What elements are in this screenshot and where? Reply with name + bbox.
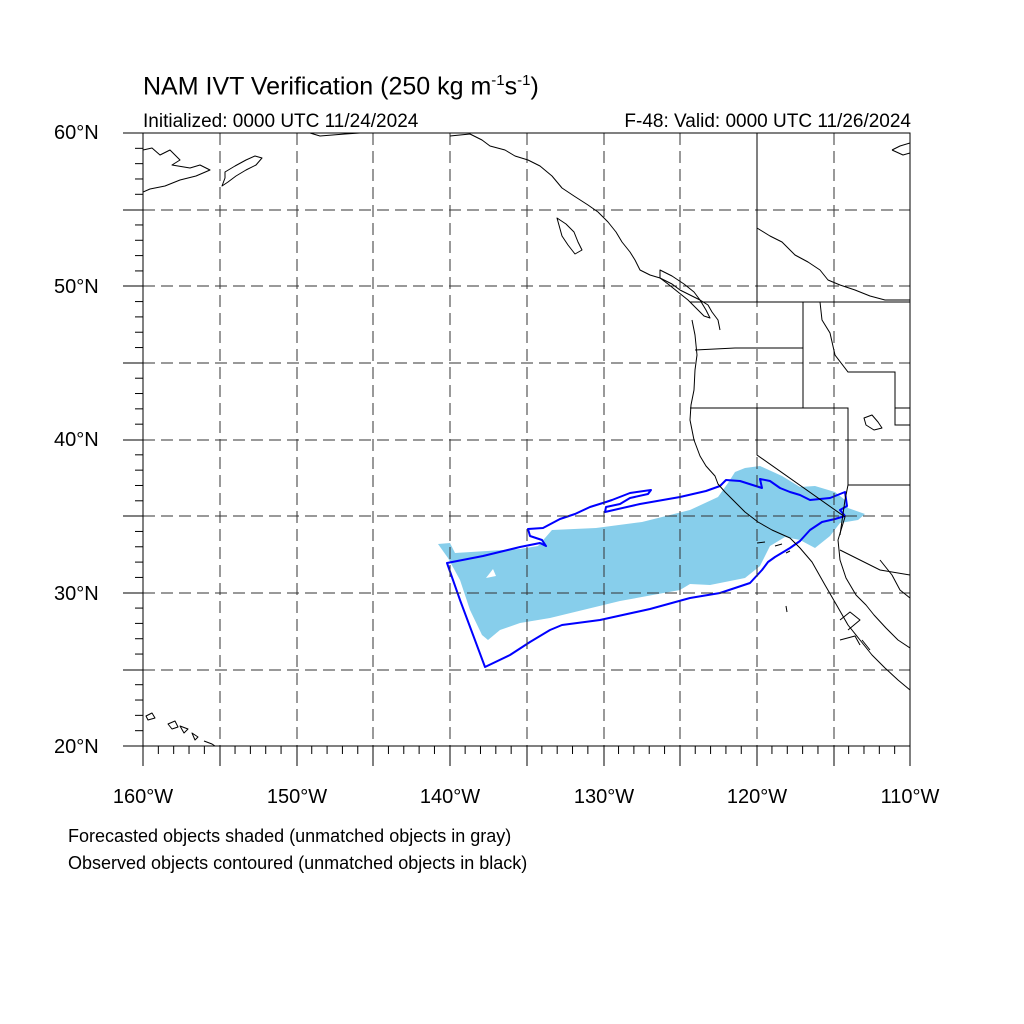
lon-label-140w: 140°W <box>419 786 481 808</box>
map-title: NAM IVT Verification (250 kg m-1s-1) <box>143 72 539 101</box>
channel-islands <box>756 541 791 554</box>
baja-detail <box>839 611 871 651</box>
lat-label-50: 50°N <box>54 276 99 298</box>
lon-label-120w: 120°W <box>726 786 788 808</box>
graticule <box>143 133 910 746</box>
hawaii-islands <box>145 712 216 746</box>
alaska-coast <box>143 147 211 193</box>
kodiak-island <box>221 155 263 187</box>
vancouver-island <box>659 269 711 319</box>
forecast-gap <box>486 569 496 578</box>
lon-label-160w: 160°W <box>112 786 174 808</box>
great-salt-lake <box>863 414 883 431</box>
note-observed: Observed objects contoured (unmatched ob… <box>68 853 528 873</box>
lat-label-20: 20°N <box>54 736 99 758</box>
forecast-ivt-object <box>438 466 865 640</box>
note-forecast: Forecasted objects shaded (unmatched obj… <box>68 826 512 846</box>
lat-label-40: 40°N <box>54 429 99 451</box>
hudson-bay-fragment <box>756 227 910 301</box>
haida-gwaii <box>556 217 583 255</box>
gulf-of-alaska-coast <box>309 133 721 331</box>
us-west-coast <box>689 319 910 691</box>
valid-time: F-48: Valid: 0000 UTC 11/26/2024 <box>624 111 911 132</box>
baja-gulf-coast <box>837 539 910 649</box>
observed-ivt-object <box>446 478 848 668</box>
guadalupe-island <box>785 605 788 613</box>
mexico-coast <box>879 559 910 599</box>
state-borders <box>690 133 910 576</box>
lon-label-150w: 150°W <box>266 786 328 808</box>
lat-label-60: 60°N <box>54 122 99 144</box>
lon-label-130w: 130°W <box>573 786 635 808</box>
minor-ticks <box>135 147 896 754</box>
axis-ticks <box>123 132 911 766</box>
lon-label-110w: 110°W <box>880 786 940 808</box>
lat-label-30: 30°N <box>54 583 99 605</box>
ne-coast-fragment <box>891 142 910 156</box>
initialized-time: Initialized: 0000 UTC 11/24/2024 <box>143 111 419 132</box>
